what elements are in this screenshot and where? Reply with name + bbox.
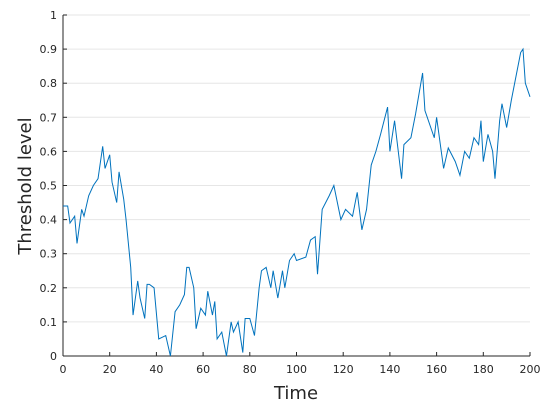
x-tick-label: 200 bbox=[520, 363, 541, 376]
y-tick-label: 0 bbox=[50, 350, 57, 363]
x-tick-label: 160 bbox=[426, 363, 447, 376]
x-tick-label: 180 bbox=[473, 363, 494, 376]
x-tick-label: 120 bbox=[333, 363, 354, 376]
y-tick-label: 0.7 bbox=[40, 111, 58, 124]
x-tick-label: 40 bbox=[149, 363, 163, 376]
y-tick-label: 0.3 bbox=[40, 248, 58, 261]
y-tick-label: 0.6 bbox=[40, 145, 58, 158]
y-tick-label: 0.8 bbox=[40, 77, 58, 90]
y-tick-label: 0.9 bbox=[40, 43, 58, 56]
y-tick-label: 0.2 bbox=[40, 282, 58, 295]
x-tick-label: 80 bbox=[243, 363, 257, 376]
x-tick-label: 140 bbox=[379, 363, 400, 376]
x-tick-label: 20 bbox=[103, 363, 117, 376]
y-tick-label: 1 bbox=[50, 9, 57, 22]
y-tick-label: 0.1 bbox=[40, 316, 58, 329]
y-axis-label: Threshold level bbox=[15, 117, 36, 255]
y-tick-label: 0.5 bbox=[40, 180, 58, 193]
x-axis-label: Time bbox=[273, 383, 318, 404]
x-tick-label: 100 bbox=[286, 363, 307, 376]
x-tick-label: 60 bbox=[196, 363, 210, 376]
data-line bbox=[63, 47, 531, 357]
y-tick-label: 0.4 bbox=[40, 214, 58, 227]
x-tick-label: 0 bbox=[60, 363, 67, 376]
